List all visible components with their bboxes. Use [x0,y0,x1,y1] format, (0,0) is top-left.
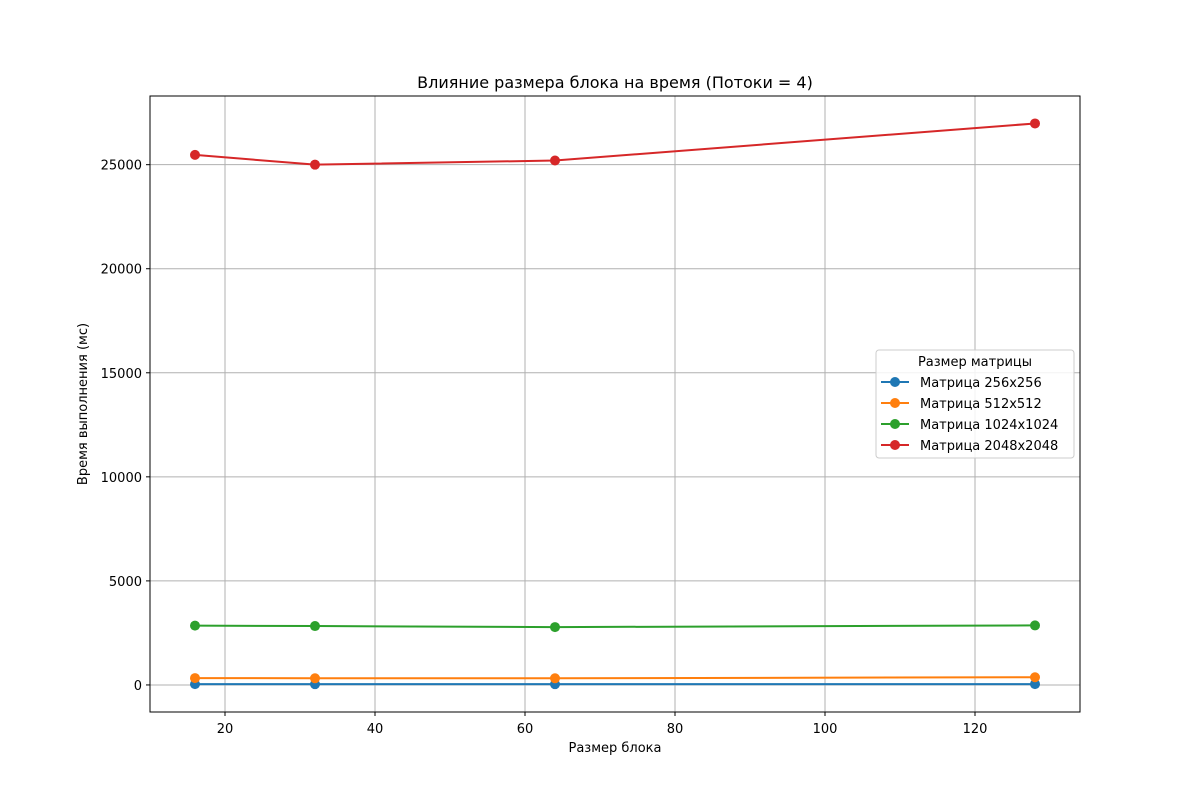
data-point [1030,620,1040,630]
legend-label: Матрица 512x512 [920,397,1042,412]
x-tick-label: 40 [367,722,384,737]
data-point [190,621,200,631]
legend-title: Размер матрицы [918,355,1032,370]
data-point [190,673,200,683]
x-tick-label: 100 [813,722,838,737]
y-tick-label: 0 [134,679,142,694]
legend-label: Матрица 1024x1024 [920,418,1058,433]
data-point [1030,672,1040,682]
data-point [550,673,560,683]
legend-marker [890,377,900,387]
legend-marker [890,440,900,450]
series-line [195,677,1035,678]
legend-label: Матрица 256x256 [920,376,1042,391]
data-point [550,622,560,632]
legend-marker [890,419,900,429]
x-tick-label: 20 [217,722,234,737]
y-tick-label: 10000 [101,471,142,486]
x-axis-label: Размер блока [568,741,661,756]
chart-title: Влияние размера блока на время (Потоки =… [417,73,813,92]
y-tick-label: 15000 [101,367,142,382]
x-tick-label: 60 [517,722,534,737]
x-tick-label: 80 [667,722,684,737]
legend-marker [890,398,900,408]
y-axis-label: Время выполнения (мс) [76,323,91,485]
data-point [310,160,320,170]
y-tick-label: 25000 [101,159,142,174]
data-point [550,156,560,166]
data-point [1030,118,1040,128]
legend-label: Матрица 2048x2048 [920,439,1058,454]
y-tick-label: 5000 [109,575,142,590]
y-tick-label: 20000 [101,263,142,278]
x-tick-label: 120 [963,722,988,737]
data-point [190,150,200,160]
data-point [310,621,320,631]
data-point [310,673,320,683]
legend: Размер матрицы Матрица 256x256 Матрица 51… [876,350,1074,458]
